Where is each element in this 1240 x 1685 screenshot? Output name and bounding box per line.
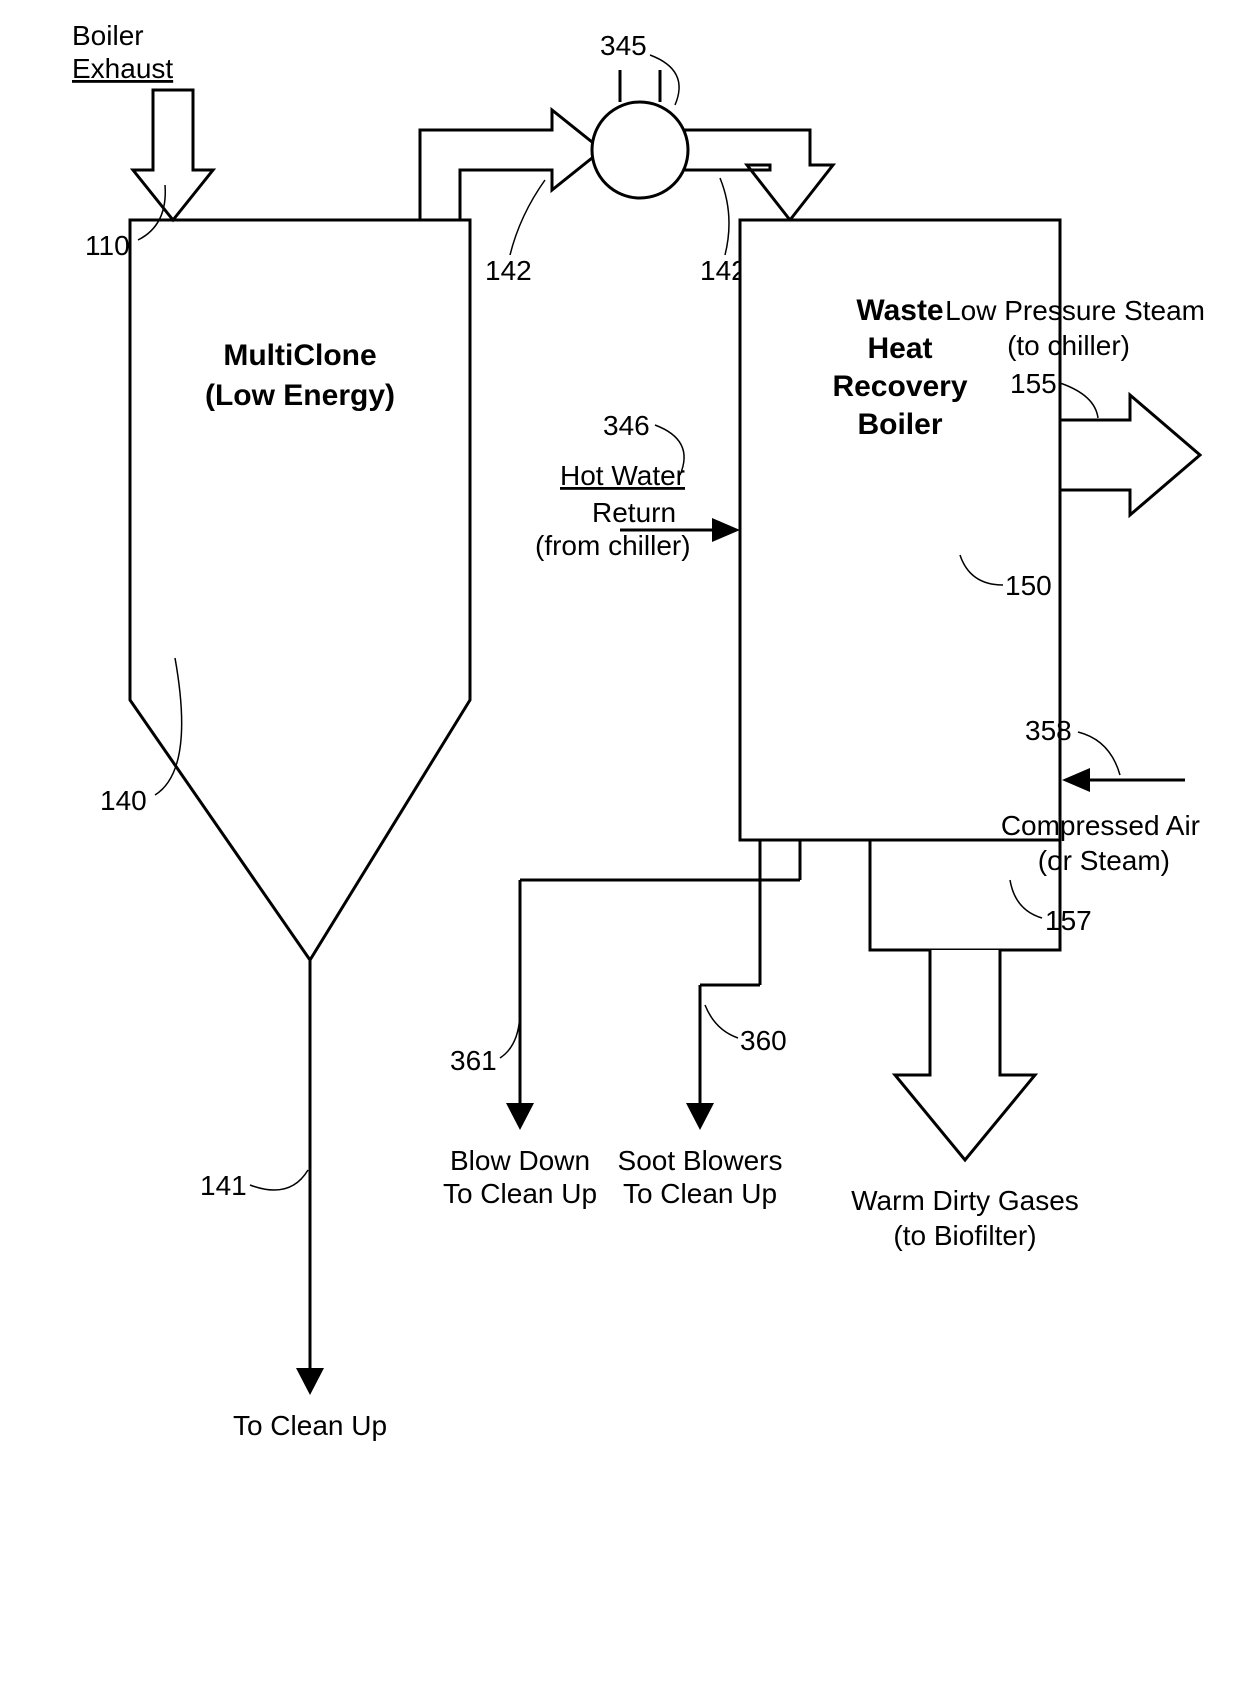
duct-left: [420, 110, 602, 220]
cleanup-label: To Clean Up: [233, 1410, 387, 1441]
boiler-exhaust-l1: Boiler: [72, 20, 144, 51]
lps-l2: (to chiller): [1007, 330, 1130, 361]
svg-text:360: 360: [740, 1025, 787, 1056]
id-fan: [592, 70, 688, 198]
return-l1: Return: [592, 497, 676, 528]
hot-water-return: Hot Water Return (from chiller): [535, 460, 740, 561]
blow-l2: To Clean Up: [443, 1178, 597, 1209]
boiler-exhaust-l2: Exhaust: [72, 53, 173, 84]
multiclone-outlet: To Clean Up: [233, 960, 387, 1441]
multiclone-title: MultiClone: [223, 339, 376, 372]
multiclone-box: MultiClone (Low Energy): [130, 220, 470, 960]
soot-l2: To Clean Up: [623, 1178, 777, 1209]
svg-text:140: 140: [100, 785, 147, 816]
duct-right-clean: [678, 128, 838, 220]
ref-140: 140: [100, 658, 182, 816]
svg-text:142: 142: [485, 255, 532, 286]
boiler-l4: Boiler: [857, 408, 942, 441]
ref-360: 360: [705, 1005, 787, 1056]
blow-l1: Blow Down: [450, 1145, 590, 1176]
boiler-l3: Recovery: [832, 370, 967, 403]
svg-text:141: 141: [200, 1170, 247, 1201]
svg-text:150: 150: [1005, 570, 1052, 601]
process-flowchart: MultiClone (Low Energy) To Clean Up 141 …: [0, 0, 1240, 1685]
wdg-l1: Warm Dirty Gases: [851, 1185, 1079, 1216]
ref-361: 361: [450, 1010, 520, 1076]
svg-text:155: 155: [1010, 368, 1057, 399]
svg-text:358: 358: [1025, 715, 1072, 746]
wdg-l2: (to Biofilter): [893, 1220, 1036, 1251]
boiler-l1: Waste: [856, 294, 943, 327]
svg-text:157: 157: [1045, 905, 1092, 936]
ca-l2: (or Steam): [1038, 845, 1170, 876]
boiler-l2: Heat: [867, 332, 932, 365]
bottom-outlet: Warm Dirty Gases (to Biofilter): [851, 840, 1079, 1251]
ref-345: 345: [600, 30, 679, 105]
lps-l1: Low Pressure Steam: [945, 295, 1205, 326]
multiclone-sub: (Low Energy): [205, 379, 395, 412]
svg-text:345: 345: [600, 30, 647, 61]
boiler-exhaust-arrow: Boiler Exhaust: [72, 20, 213, 220]
soot-l1: Soot Blowers: [618, 1145, 783, 1176]
svg-text:361: 361: [450, 1045, 497, 1076]
return-l2: (from chiller): [535, 530, 691, 561]
ref-141: 141: [200, 1170, 308, 1201]
svg-text:110: 110: [85, 230, 130, 261]
svg-text:346: 346: [603, 410, 650, 441]
hotwater-label: Hot Water: [560, 460, 685, 491]
ref-157: 157: [1010, 880, 1092, 936]
ref-142-left: 142: [485, 180, 545, 286]
ca-l1: Compressed Air: [1001, 810, 1200, 841]
